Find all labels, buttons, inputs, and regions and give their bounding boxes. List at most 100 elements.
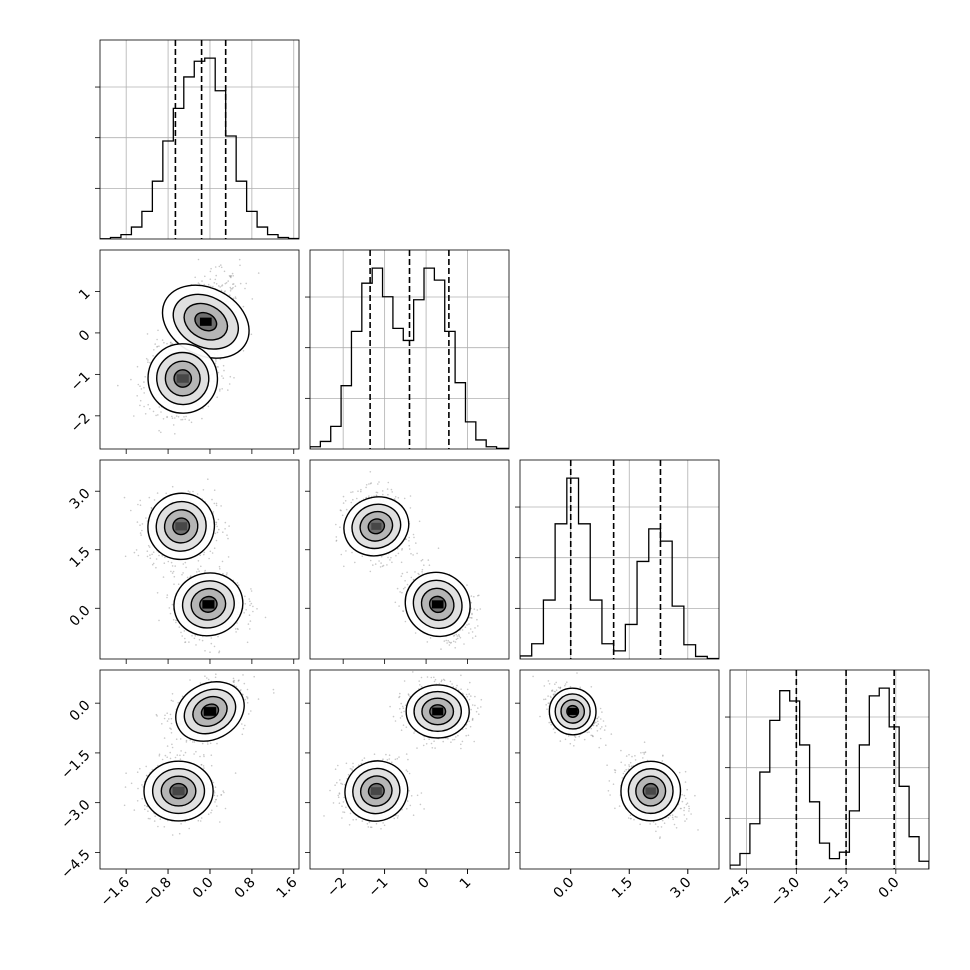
scatter-point	[178, 626, 181, 628]
scatter-point	[476, 609, 479, 611]
scatter-point	[181, 695, 184, 698]
scatter-point	[245, 696, 248, 698]
scatter-point	[233, 684, 236, 686]
density-panel-2-1	[335, 471, 482, 650]
scatter-point	[210, 642, 213, 645]
scatter-point	[381, 490, 384, 492]
scatter-point	[153, 349, 155, 351]
scatter-point	[231, 272, 234, 275]
scatter-point	[251, 298, 254, 300]
scatter-point	[139, 399, 142, 402]
scatter-point	[171, 743, 173, 746]
scatter-point	[479, 608, 482, 610]
scatter-point	[250, 588, 252, 590]
scatter-point	[158, 554, 160, 557]
scatter-point	[195, 750, 197, 753]
scatter-point	[217, 518, 220, 521]
scatter-point	[215, 673, 217, 675]
scatter-point	[155, 713, 158, 716]
scatter-point	[210, 637, 213, 639]
scatter-point	[390, 488, 393, 491]
scatter-point	[466, 584, 468, 586]
hist-3-frame	[729, 669, 930, 870]
scatter-point	[426, 641, 429, 643]
scatter-point	[350, 491, 352, 494]
scatter-point	[225, 574, 228, 576]
scatter-point	[243, 612, 245, 614]
scatter-point	[219, 388, 221, 391]
scatter-point	[365, 496, 368, 499]
scatter-point	[186, 576, 189, 579]
scatter-point	[139, 504, 142, 507]
scatter-point	[252, 610, 254, 613]
scatter-point	[339, 509, 342, 511]
scatter-point	[391, 561, 393, 564]
scatter-point	[163, 562, 166, 564]
scatter-point	[141, 529, 143, 532]
scatter-point	[257, 272, 260, 274]
scatter-point	[180, 750, 182, 752]
scatter-point	[177, 416, 180, 418]
scatter-point	[229, 286, 232, 289]
scatter-point	[188, 419, 190, 421]
scatter-point	[147, 403, 149, 406]
scatter-point	[241, 723, 243, 725]
scatter-point	[215, 539, 218, 542]
scatter-point	[166, 415, 168, 418]
hist-2-frame	[519, 459, 720, 660]
scatter-point	[204, 650, 206, 652]
scatter-point	[470, 617, 472, 619]
scatter-point	[418, 520, 421, 523]
scatter-point	[231, 662, 233, 664]
scatter-point	[150, 506, 153, 509]
scatter-point	[391, 491, 394, 493]
scatter-point	[179, 738, 182, 740]
scatter-point	[196, 571, 198, 573]
scatter-point	[172, 570, 175, 573]
scatter-point	[172, 700, 174, 702]
scatter-point	[222, 364, 225, 367]
scatter-point	[204, 675, 206, 677]
scatter-point	[421, 558, 424, 561]
scatter-point	[215, 274, 217, 277]
scatter-point	[351, 551, 353, 554]
scatter-point	[175, 621, 177, 624]
scatter-point	[152, 355, 154, 357]
scatter-point	[401, 591, 403, 594]
scatter-point	[198, 570, 200, 572]
scatter-point	[342, 502, 345, 504]
scatter-point	[217, 371, 220, 374]
scatter-point	[236, 582, 239, 584]
scatter-point	[166, 720, 169, 722]
scatter-point	[135, 549, 138, 551]
scatter-point	[149, 557, 152, 560]
scatter-point	[468, 632, 470, 634]
scatter-point	[163, 341, 165, 344]
hist-0-frame	[99, 39, 300, 240]
scatter-point	[428, 564, 431, 566]
scatter-point	[221, 560, 224, 563]
scatter-point	[402, 610, 405, 613]
scatter-point	[184, 641, 186, 644]
scatter-point	[380, 555, 383, 558]
scatter-point	[209, 270, 212, 273]
scatter-point	[387, 481, 390, 484]
scatter-point	[228, 275, 231, 277]
scatter-point	[360, 490, 362, 493]
scatter-point	[448, 641, 451, 643]
scatter-point	[377, 483, 379, 485]
scatter-point	[412, 533, 415, 536]
scatter-point	[470, 601, 473, 604]
scatter-point	[215, 283, 218, 285]
scatter-point	[133, 415, 135, 417]
scatter-point	[184, 637, 186, 640]
scatter-point	[168, 718, 170, 720]
contour-0-3	[367, 518, 386, 535]
scatter-point	[182, 572, 184, 574]
scatter-point	[136, 365, 139, 368]
scatter-point	[245, 282, 247, 285]
scatter-point	[218, 265, 221, 268]
scatter-point	[174, 565, 176, 567]
scatter-point	[237, 584, 240, 586]
scatter-point	[190, 575, 192, 577]
